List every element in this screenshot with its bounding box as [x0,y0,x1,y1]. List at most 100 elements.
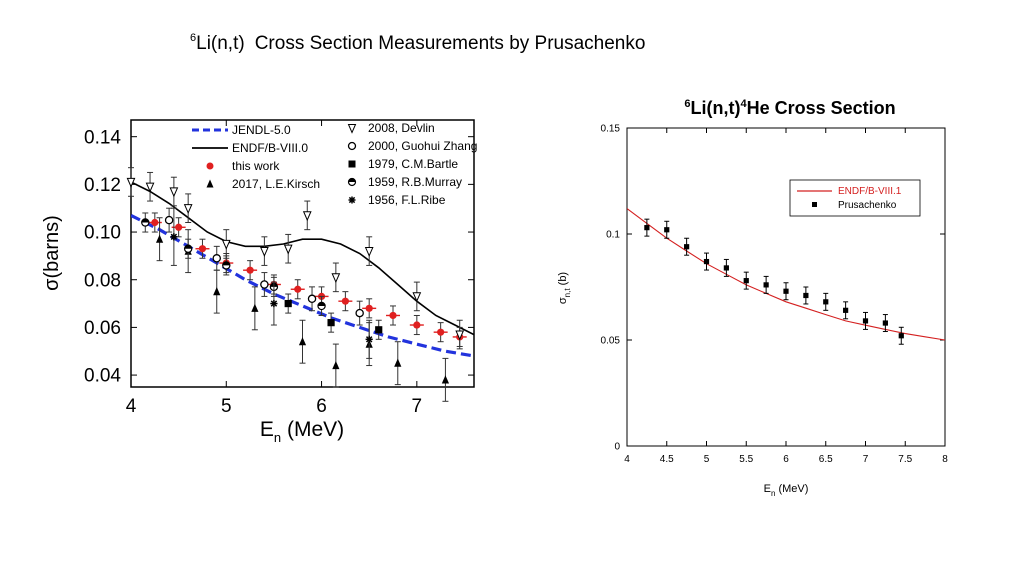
right-legend: ENDF/B-VIII.1 Prusachenko [789,179,921,217]
data-point [783,288,789,294]
series-2008-devlin [126,167,465,350]
right-legend-label-prusachenko: Prusachenko [838,200,897,211]
data-point [364,247,374,257]
data-point [862,318,869,324]
data-point [164,215,174,225]
data-point [882,320,888,326]
asterisk-stroke [348,196,356,204]
data-point [260,247,269,257]
data-point [763,282,769,288]
data-point [145,182,155,193]
data-point [283,244,293,255]
data-point [294,285,302,293]
data-point [365,335,373,343]
left-xlabel: En (MeV) [260,418,344,445]
right-legend-square-swatch [812,202,817,207]
legend-item-1959-r-b-murray: 1959, R.B.Murray [347,175,462,189]
data-point [332,360,340,370]
left-plot-frame [130,119,475,388]
data-point [270,299,278,308]
data-point [213,287,221,296]
y-tick-label: 0.04 [84,366,121,387]
right-legend-label-endf: ENDF/B-VIII.1 [838,186,902,197]
curve-endf-b-viii-1 [627,208,945,341]
data-point [307,294,317,304]
legend-swatch [206,162,214,170]
y-tick-label: 0.10 [84,223,121,244]
data-point [664,227,670,233]
y-tick-label: 0.12 [84,175,121,196]
title-superscript: 6 [190,32,197,44]
legend-label: 1979, C.M.Bartle [368,157,458,171]
left-axes: 4 5 6 7 0.04 0.06 0.08 0.10 0.12 0.14 [84,120,474,417]
legend-item-2000-guohui-zhang: 2000, Guohui Zhang [347,139,477,153]
legend-item-2017-l-e-kirsch: 2017, L.E.Kirsch [206,177,320,191]
data-point [365,304,373,312]
x-tick-label: 6 [316,396,327,417]
left-ylabel: σ(barns) [41,215,63,291]
title-reaction: Li(n,t) [196,33,245,54]
half-circle-fill [184,245,192,249]
data-point [394,358,402,367]
data-point [843,307,849,313]
series-1979-c-m-bartle [284,293,383,340]
y-tick-label: 0.15 [601,124,621,135]
legend-swatch [347,124,357,134]
half-circle-fill [317,302,326,306]
asterisk-stroke [170,233,178,241]
x-tick-label: 4.5 [660,454,674,465]
x-tick-label: 7 [863,454,869,465]
data-point [222,261,231,270]
data-point [331,273,341,284]
right-chart-title: 6Li(n,t)4He Cross Section [684,98,895,118]
x-tick-label: 4 [126,396,137,417]
data-point [644,225,650,231]
legend-label: this work [232,159,280,173]
legend-label: 2008, Devlin [368,121,435,135]
legend-label: ENDF/B-VIII.0 [232,141,308,155]
data-point [803,292,809,299]
data-point [141,218,150,227]
data-point [389,311,397,320]
data-point [341,297,349,305]
data-point [412,292,422,303]
data-point [183,204,193,215]
left-points [126,167,467,402]
data-point [317,301,326,311]
y-tick-label: 0 [614,442,620,453]
series-prusachenko [644,218,904,345]
x-tick-label: 6.5 [819,454,833,465]
data-point [183,244,193,253]
right-points [644,218,904,345]
right-xlabel: En (MeV) [764,483,809,498]
series-1959-r-b-murray [141,212,326,316]
data-point [302,211,312,222]
right-legend-box [789,179,921,217]
legend-label: 2017, L.E.Kirsch [232,177,320,191]
data-point [126,177,136,188]
legend-item-this-work: this work [206,159,280,173]
legend-swatch [347,177,357,187]
data-point [355,308,364,318]
data-point [703,258,710,265]
series-1956-f-l-ribe [170,207,373,359]
data-point [175,223,183,231]
y-tick-label: 0.08 [84,270,121,291]
asterisk-stroke [270,300,278,307]
data-point [441,375,450,384]
y-tick-label: 0.14 [84,127,121,148]
legend-item-1956-f-l-ribe: 1956, F.L.Ribe [348,193,446,207]
data-point [284,299,292,308]
data-point [169,187,179,198]
data-point [246,266,254,274]
legend-item-jendl-5-0: JENDL-5.0 [192,123,291,137]
data-point [327,319,335,327]
series-2017-l-e-kirsch [155,217,450,402]
data-point [155,234,164,243]
right-ylabel: σn,t (b) [557,272,572,304]
legend-swatch [348,196,356,204]
legend-label: 2000, Guohui Zhang [368,139,477,153]
data-point [455,330,465,341]
